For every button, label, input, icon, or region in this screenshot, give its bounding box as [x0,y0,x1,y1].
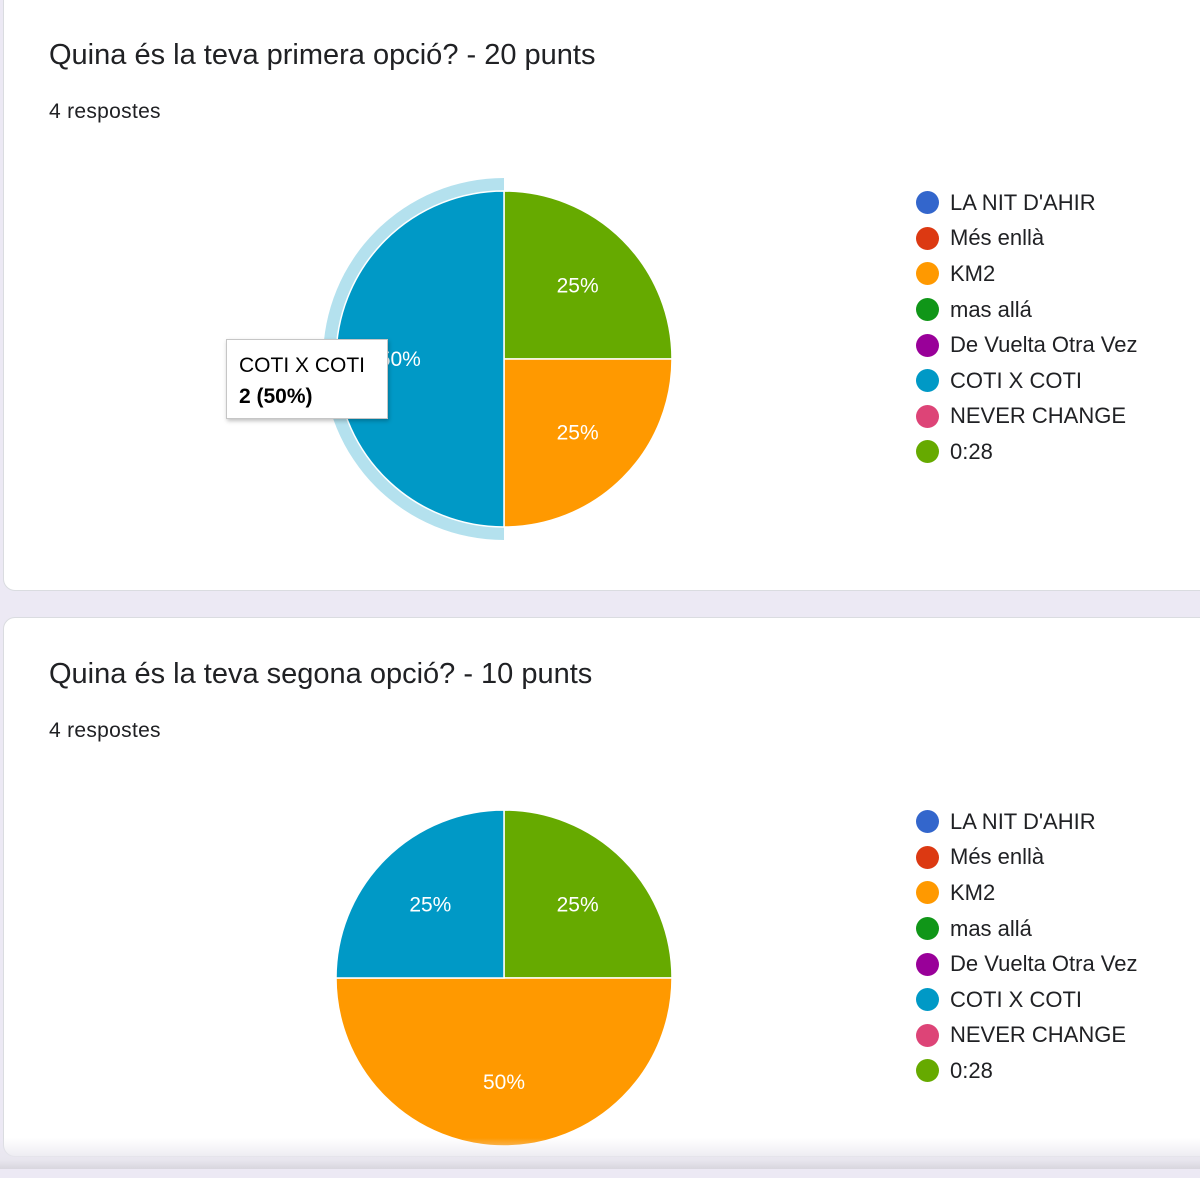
chart-legend: LA NIT D'AHIR Més enllà KM2 mas allá De Vuel… [916,804,1138,1089]
legend-item-never-change[interactable]: NEVER CHANGE [916,1018,1138,1054]
legend-label: De Vuelta Otra Vez [950,951,1138,977]
legend-label: COTI X COTI [950,986,1082,1012]
legend-swatch [916,333,939,357]
legend-swatch [916,810,939,834]
chart-tooltip: COTI X COTI 2 (50%) [226,339,388,419]
legend-label: LA NIT D'AHIR [950,189,1096,215]
legend-label: 0:28 [950,1057,993,1083]
pie-chart[interactable]: 25% 25% 50% [304,159,704,559]
slice-percent-label: 25% [409,893,451,916]
legend-item-coti-x-coti[interactable]: COTI X COTI [916,982,1138,1018]
legend-label: LA NIT D'AHIR [950,808,1096,834]
legend-swatch [916,881,939,905]
legend-label: Més enllà [950,844,1045,870]
legend-item-la-nit-d-ahir[interactable]: LA NIT D'AHIR [916,185,1138,221]
legend-label: KM2 [950,879,996,905]
chart-legend: LA NIT D'AHIR Més enllà KM2 mas allá De Vuel… [916,185,1138,470]
pie-chart[interactable]: 25% 50% 25% [304,778,704,1178]
legend-item-never-change[interactable]: NEVER CHANGE [916,399,1138,435]
legend-label: Més enllà [950,225,1045,251]
question-title: Quina és la teva primera opció? - 20 pun… [49,39,596,71]
legend-label: NEVER CHANGE [950,403,1127,429]
slice-percent-label: 50% [379,348,421,371]
pie-slice-0-28[interactable] [503,809,673,979]
legend-swatch [916,845,939,869]
legend-label: KM2 [950,260,996,286]
legend-swatch [916,1023,939,1047]
legend-label: COTI X COTI [950,367,1082,393]
tooltip-label: COTI X COTI [239,354,365,377]
legend-item-la-nit-d-ahir[interactable]: LA NIT D'AHIR [916,804,1138,840]
legend-swatch [916,1059,939,1083]
question-card-first-choice: Quina és la teva primera opció? - 20 pun… [3,0,1200,591]
legend-item-mas-all[interactable]: mas allá [916,292,1138,328]
legend-swatch [916,988,939,1012]
legend-item-de-vuelta-otra-vez[interactable]: De Vuelta Otra Vez [916,946,1138,982]
legend-item-0-28[interactable]: 0:28 [916,434,1138,470]
slice-percent-label: 50% [483,1071,525,1094]
slice-percent-label: 25% [557,274,599,297]
pie-slice-coti-x-coti[interactable] [335,809,505,979]
question-card-second-choice: Quina és la teva segona opció? - 10 punt… [3,617,1200,1157]
legend-item-coti-x-coti[interactable]: COTI X COTI [916,363,1138,399]
pie-slice-0-28[interactable] [503,190,673,360]
legend-swatch [916,262,939,286]
slice-percent-label: 25% [557,422,599,445]
legend-swatch [916,226,939,250]
legend-swatch [916,440,939,464]
tooltip-value: 2 (50%) [239,385,313,408]
legend-item-m-s-enll[interactable]: Més enllà [916,840,1138,876]
legend-item-km2[interactable]: KM2 [916,256,1138,292]
legend-swatch [916,404,939,428]
legend-label: mas allá [950,296,1032,322]
legend-swatch [916,952,939,976]
question-title: Quina és la teva segona opció? - 10 punt… [49,658,593,690]
legend-label: mas allá [950,915,1032,941]
legend-swatch [916,298,939,322]
legend-item-m-s-enll[interactable]: Més enllà [916,221,1138,257]
legend-item-mas-all[interactable]: mas allá [916,911,1138,947]
legend-label: De Vuelta Otra Vez [950,332,1138,358]
legend-swatch [916,369,939,393]
legend-item-0-28[interactable]: 0:28 [916,1053,1138,1089]
response-count: 4 respostes [49,719,161,742]
pie-slice-km2[interactable] [503,358,673,528]
legend-item-km2[interactable]: KM2 [916,875,1138,911]
slice-percent-label: 25% [557,893,599,916]
legend-label: NEVER CHANGE [950,1022,1127,1048]
legend-swatch [916,191,939,215]
legend-swatch [916,917,939,941]
legend-item-de-vuelta-otra-vez[interactable]: De Vuelta Otra Vez [916,327,1138,363]
response-count: 4 respostes [49,100,161,123]
pie-slice-km2[interactable] [335,977,673,1147]
legend-label: 0:28 [950,438,993,464]
